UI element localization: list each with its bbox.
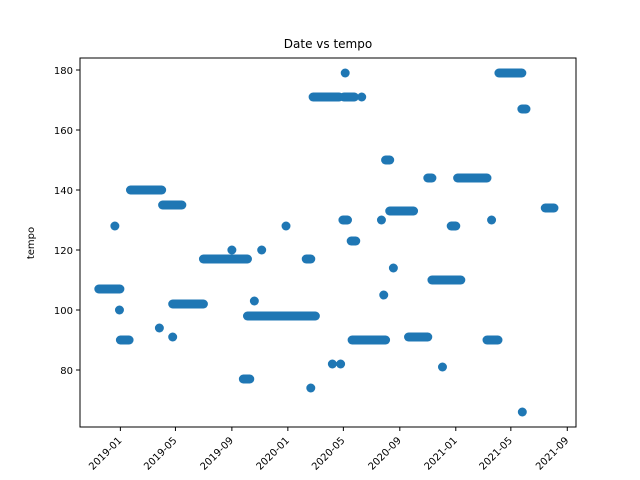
x-tick-label: 2019-09 (199, 435, 236, 472)
y-tick-label: 100 (54, 306, 73, 317)
y-tick-label: 80 (60, 366, 73, 377)
x-tick-label: 2020-09 (367, 435, 404, 472)
data-point (168, 332, 178, 342)
data-point (437, 362, 447, 372)
data-point (306, 383, 316, 393)
y-tick-label: 160 (54, 126, 73, 137)
data-point (336, 359, 346, 369)
data-point (340, 68, 350, 78)
chart-title: Date vs tempo (284, 37, 372, 51)
y-axis: 80 100 120 140 160 180 (54, 66, 80, 377)
data-points (94, 68, 559, 417)
x-axis: 2019-01 2019-05 2019-09 2020-01 2020-05 2020-… (87, 427, 571, 473)
x-tick-label: 2021-01 (423, 435, 460, 472)
data-point (249, 296, 259, 306)
data-point (487, 215, 497, 225)
data-point (327, 359, 337, 369)
data-point (114, 305, 124, 315)
x-tick-label: 2020-01 (255, 435, 292, 472)
x-tick-label: 2019-01 (87, 435, 124, 472)
x-tick-label: 2020-05 (310, 435, 347, 472)
data-point (281, 221, 291, 231)
data-point (227, 245, 237, 255)
data-point (257, 245, 267, 255)
x-tick-label: 2021-09 (534, 435, 571, 472)
y-tick-label: 140 (54, 186, 73, 197)
data-point (357, 92, 367, 102)
data-point (379, 290, 389, 300)
data-point (110, 221, 120, 231)
y-axis-label: tempo (26, 227, 37, 259)
y-tick-label: 120 (54, 246, 73, 257)
data-point (376, 215, 386, 225)
x-tick-label: 2021-05 (478, 435, 515, 472)
data-point (154, 323, 164, 333)
x-tick-label: 2019-05 (142, 435, 179, 472)
data-point (517, 407, 527, 417)
y-tick-label: 180 (54, 66, 73, 77)
data-point (388, 263, 398, 273)
plot-frame (79, 57, 577, 428)
